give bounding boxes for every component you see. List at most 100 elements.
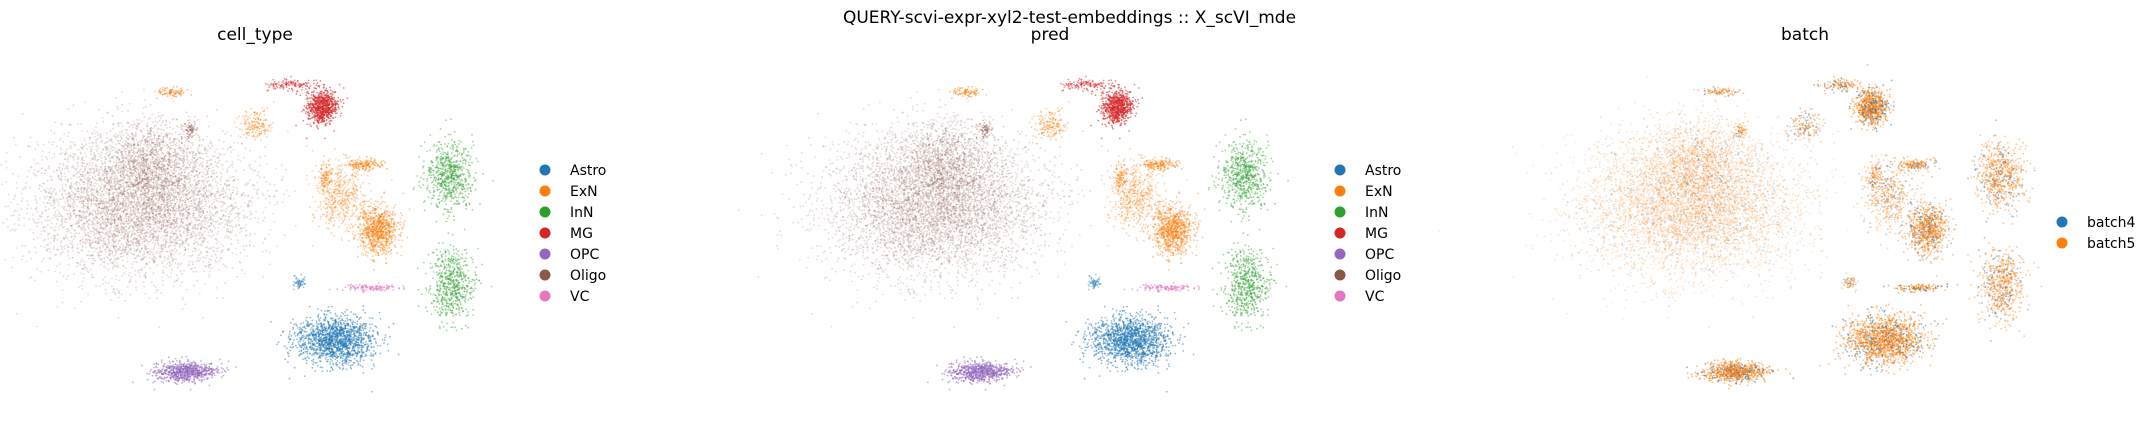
scatter-point [189,261,191,263]
scatter-point [188,186,190,188]
scatter-point [216,172,218,174]
scatter-point [258,189,260,191]
scatter-point [232,226,234,228]
scatter-point [105,267,107,269]
scatter-point [171,98,173,100]
scatter-point [194,267,196,269]
scatter-point [78,210,80,212]
scatter-point [45,220,47,222]
scatter-point [88,209,90,211]
scatter-point [37,144,39,146]
scatter-point [165,142,167,144]
scatter-point [189,237,191,239]
scatter-point [116,198,118,200]
scatter-point [13,137,15,139]
scatter-point [40,245,42,247]
scatter-point [76,206,78,208]
scatter-point [210,212,212,214]
scatter-point [85,174,87,176]
scatter-point [174,215,176,217]
scatter-point [207,222,209,224]
scatter-point [240,206,242,208]
scatter-point [209,270,211,272]
scatter-point [114,258,116,260]
scatter-point [234,206,236,208]
scatter-point [212,203,214,205]
scatter-point [35,208,37,210]
scatter-point [41,159,43,161]
scatter-point [111,251,113,253]
scatter-point [1,184,3,186]
scatter-point [276,245,278,247]
scatter-point [186,218,188,220]
scatter-point [243,157,245,159]
scatter-point [41,230,43,232]
scatter-point [171,230,173,232]
scatter-point [100,195,102,197]
scatter-point [39,198,41,200]
scatter-point [144,256,146,258]
scatter-point [121,132,123,134]
scatter-point [265,198,267,200]
scatter-point [215,197,217,199]
scatter-point [98,192,100,194]
scatter-point [107,269,109,271]
scatter-point [162,280,164,282]
scatter-point [91,274,93,276]
scatter-point [72,245,74,247]
scatter-point [128,251,130,253]
scatter-point [12,257,14,259]
scatter-point [35,163,37,165]
scatter-point [174,281,176,283]
scatter-point [116,260,118,262]
scatter-point [141,228,143,230]
scatter-point [58,167,60,169]
scatter-point [189,172,191,174]
scatter-point [52,217,54,219]
scatter-point [130,212,132,214]
scatter-point [162,270,164,272]
scatter-point [176,125,178,127]
scatter-point [210,229,212,231]
scatter-point [185,228,187,230]
scatter-point [198,147,200,149]
scatter-point [119,164,121,166]
scatter-point [85,215,87,217]
scatter-point [270,229,272,231]
scatter-point [73,273,75,275]
scatter-point [49,251,51,253]
scatter-point [128,275,130,277]
scatter-point [83,273,85,275]
scatter-point [171,270,173,272]
scatter-point [86,268,88,270]
scatter-point [159,120,161,122]
scatter-point [176,275,178,277]
scatter-point [205,247,207,249]
scatter-point [183,231,185,233]
scatter-point [53,207,55,209]
scatter-point [47,220,49,222]
scatter-point [83,242,85,244]
scatter-point [227,225,229,227]
scatter-point [4,259,6,261]
scatter-point [56,145,58,147]
scatter-point [94,219,96,221]
scatter-point [282,176,284,178]
scatter-point [108,196,110,198]
scatter-point [102,279,104,281]
scatter-point [121,138,123,140]
scatter-point [73,104,75,106]
scatter-point [125,226,127,228]
scatter-point [127,261,129,263]
scatter-point [159,253,161,255]
scatter-point [10,202,12,204]
scatter-point [177,228,179,230]
scatter-point [232,229,234,231]
scatter-point [184,253,186,255]
scatter-point [200,236,202,238]
scatter-point [169,251,171,253]
scatter-point [81,195,83,197]
scatter-point [65,176,67,178]
scatter-point [211,224,213,226]
